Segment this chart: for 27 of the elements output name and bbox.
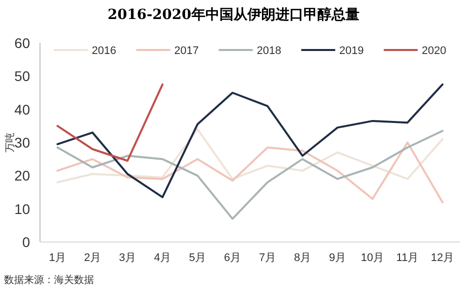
y-tick-label: 60 [14,35,30,51]
y-tick-label: 0 [22,234,30,250]
x-tick-label: 7月 [258,252,276,264]
x-tick-label: 1月 [48,252,66,264]
y-tick-label: 20 [14,168,30,184]
x-tick-label: 5月 [188,252,206,264]
x-tick-label: 12月 [430,252,454,264]
x-tick-label: 9月 [328,252,346,264]
y-tick-label: 30 [14,134,30,150]
x-tick-label: 10月 [360,252,384,264]
legend-label: 2020 [422,45,446,57]
x-tick-label: 2月 [84,252,102,264]
legend-label: 2017 [174,45,199,57]
x-tick-label: 3月 [118,252,136,264]
legend-label: 2019 [339,45,364,57]
x-tick-label: 6月 [224,252,242,264]
y-axis-title: 万吨 [4,132,16,152]
chart-title: 2016-2020年中国从伊朗进口甲醇总量 [108,6,360,23]
legend-label: 2016 [92,45,116,57]
y-tick-label: 40 [14,101,30,118]
x-tick-label: 8月 [294,252,312,264]
x-tick-label: 4月 [154,252,172,264]
legend-label: 2018 [256,45,282,57]
y-tick-label: 10 [14,200,30,217]
y-tick-label: 50 [14,68,30,84]
x-tick-label: 11月 [396,252,419,264]
source-note: 数据来源：海关数据 [4,274,94,286]
